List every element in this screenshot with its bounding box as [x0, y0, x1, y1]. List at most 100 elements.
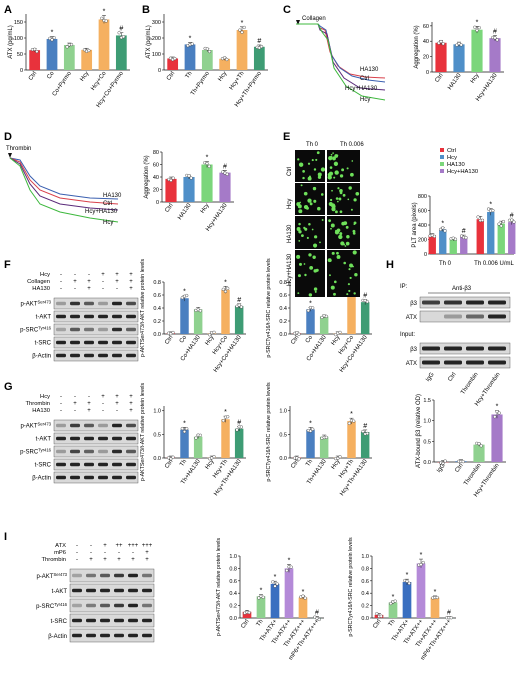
blot-band [112, 328, 122, 332]
platelet-cell [330, 199, 332, 201]
panel-label-G: G [4, 381, 13, 393]
blot-band [126, 463, 136, 467]
blot-strip [54, 337, 138, 348]
platelet-cell [353, 250, 357, 254]
legend-swatch [440, 148, 444, 152]
blot-band [466, 301, 484, 305]
y-tick-label: 0.6 [153, 293, 161, 299]
platelet-cell [346, 235, 349, 238]
treatment-sign: + [129, 272, 133, 278]
category-label: Hcy+Th [229, 71, 246, 92]
platelet-cell [310, 202, 313, 205]
y-tick-label: 0.5 [423, 439, 431, 445]
trace-label-ctrl: Ctrl [103, 201, 112, 207]
blot-band [84, 354, 94, 358]
blot-label: t-AKT [36, 437, 52, 443]
platelet-cell [337, 201, 339, 203]
blot-label: p-SRCTyr416 [20, 448, 51, 456]
bar [361, 302, 369, 334]
blot-band [70, 437, 80, 441]
y-tick-label: 0.8 [361, 566, 369, 572]
data-point [465, 236, 468, 239]
y-tick-label: 0.2 [279, 319, 287, 325]
bar [450, 240, 457, 255]
significance-mark: * [406, 572, 409, 579]
category-label: HA130 [177, 202, 193, 221]
bar [180, 430, 188, 458]
category-label: Ctrl [164, 203, 174, 214]
blot-band [56, 341, 66, 345]
blot-strip [70, 629, 154, 642]
bar [235, 429, 243, 458]
treatment-sign: - [102, 279, 104, 285]
blot-band [98, 354, 108, 358]
blot-label: p-SRCTyr416 [36, 602, 67, 610]
bar [165, 179, 176, 202]
blot-band [128, 574, 138, 578]
data-point [190, 177, 193, 180]
platelet-cell [339, 232, 342, 235]
data-point [199, 434, 202, 437]
platelet-cell [350, 277, 352, 279]
legend-label: HA130 [447, 162, 465, 168]
blot-band [126, 302, 136, 306]
treatment-sign: - [60, 394, 62, 400]
data-point [185, 427, 188, 430]
platelet-cell [319, 241, 321, 243]
y-tick-label: 100 [152, 52, 161, 58]
platelet-cell [347, 198, 349, 200]
blot-strip [70, 599, 154, 612]
blot-band [84, 328, 94, 332]
platelet-cell [313, 243, 317, 247]
data-point [208, 50, 211, 53]
platelet-cell [297, 158, 299, 160]
blot-label: β3 [410, 347, 417, 353]
data-point [35, 50, 38, 53]
treatment-sign: + [129, 394, 133, 400]
platelet-cell [333, 177, 335, 179]
category-label: Ctrl [434, 73, 444, 84]
blot-band [72, 634, 82, 638]
data-point [440, 40, 443, 43]
blot-band [84, 315, 94, 319]
platelet-cell [296, 255, 300, 259]
data-point [366, 432, 369, 435]
blot-band [422, 347, 440, 351]
y-tick-label: 0.0 [153, 332, 161, 338]
data-point [454, 238, 457, 241]
platelet-cell [328, 258, 332, 262]
treatment-sign: + [87, 286, 91, 292]
treatment-sign: + [103, 557, 107, 563]
treatment-sign: - [76, 557, 78, 563]
blot-band [98, 315, 108, 319]
platelet-cell [308, 163, 310, 165]
treatment-sign: + [117, 557, 121, 563]
data-point [213, 455, 216, 458]
y-tick-label: 0.2 [361, 604, 369, 610]
treatment-sign: + [129, 286, 133, 292]
lane-label: IgG [425, 371, 436, 383]
platelet-cell [334, 170, 338, 174]
blot-label: β-Actin [32, 354, 51, 360]
treatment-sign: - [88, 272, 90, 278]
blot-band [112, 476, 122, 480]
blot-band [72, 619, 82, 623]
y-tick-label: 60 [153, 163, 159, 169]
blot-band [126, 450, 136, 454]
blot-band [56, 328, 66, 332]
treatment-sign: +++ [128, 543, 139, 549]
data-point [224, 290, 227, 293]
row-label-hcy-ha130: Hcy+HA130 [287, 253, 293, 286]
blot-band [126, 315, 136, 319]
platelet-cell [314, 168, 316, 170]
blot-strip [70, 584, 154, 597]
category-label: Th [305, 459, 314, 468]
y-tick-label: 40 [423, 39, 429, 45]
y-tick-label: 1.0 [229, 554, 237, 560]
blot-band [422, 301, 440, 305]
treatment-label: Thrombin [42, 557, 66, 563]
data-point [183, 430, 186, 433]
bar [99, 19, 110, 70]
data-point [496, 38, 499, 41]
